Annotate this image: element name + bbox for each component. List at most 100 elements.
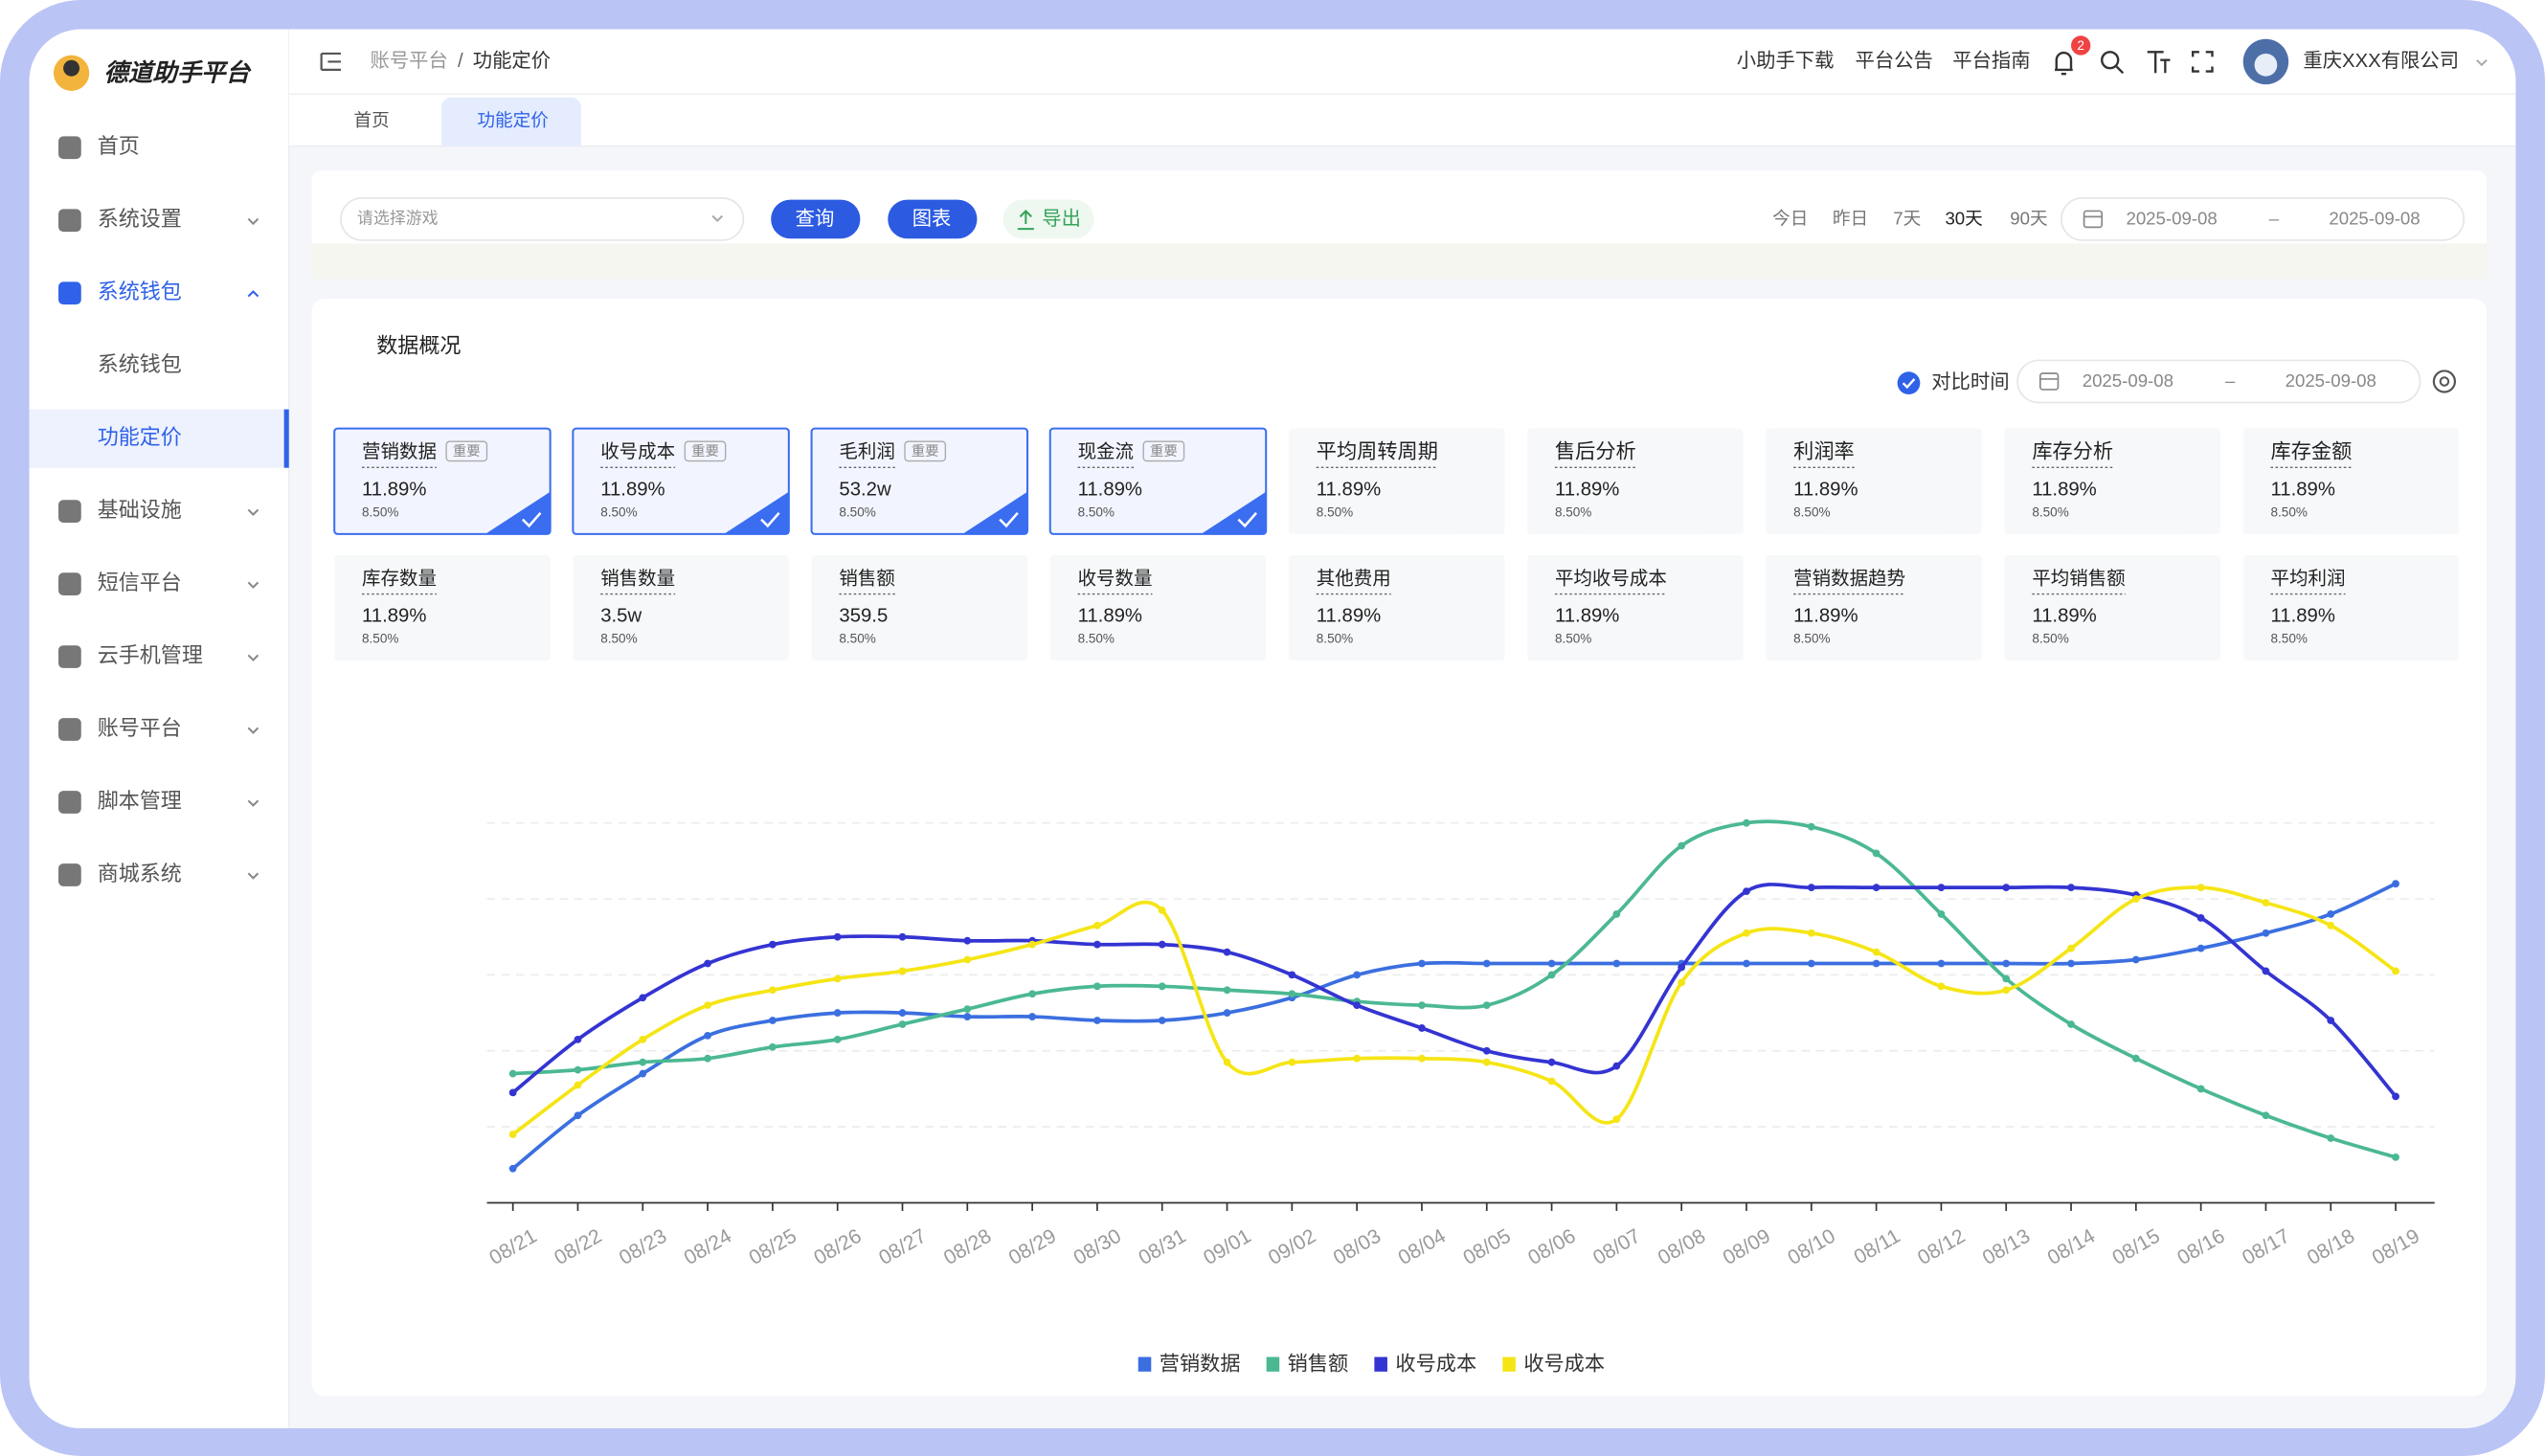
data-point	[1028, 940, 1037, 949]
data-point	[1937, 982, 1946, 991]
data-point	[1158, 907, 1166, 914]
date-range[interactable]	[2060, 197, 2466, 241]
range-option[interactable]: 30天	[1945, 209, 1982, 229]
metric-card[interactable]	[2004, 428, 2220, 534]
fullscreen-icon[interactable]	[2191, 51, 2214, 73]
data-point	[1093, 982, 1101, 991]
menu-item[interactable]: 系统设置	[98, 207, 182, 231]
metric-value: 11.89%	[1317, 479, 1381, 500]
range-option[interactable]: 昨日	[1833, 209, 1868, 229]
menu-toggle[interactable]	[320, 52, 341, 72]
metric-tag-box	[445, 440, 488, 462]
range-option[interactable]: 7天	[1893, 209, 1921, 229]
metric-card[interactable]	[810, 427, 1029, 535]
header-link[interactable]: 平台公告	[1856, 50, 1933, 72]
font-icon[interactable]	[2147, 51, 2171, 74]
calendar-icon	[2083, 210, 2104, 229]
button[interactable]	[771, 199, 861, 239]
data-point	[2002, 986, 2011, 995]
data-point	[704, 1031, 711, 1040]
data-point	[833, 1009, 842, 1017]
metric-tag-box	[1142, 440, 1185, 462]
app: 德道助手平台首页系统设置系统钱包系统钱包功能定价基础设施短信平台云手机管理账号平…	[29, 29, 2516, 1429]
submenu-item[interactable]: 功能定价	[98, 425, 182, 449]
metric-card[interactable]	[2242, 554, 2460, 661]
chevron	[247, 727, 259, 734]
data-point	[1093, 921, 1101, 930]
legend-label[interactable]: 收号成本	[1523, 1353, 1605, 1376]
legend-label[interactable]: 收号成本	[1395, 1353, 1476, 1376]
range-option[interactable]: 今日	[1772, 209, 1808, 229]
metric-card[interactable]	[1766, 428, 1982, 534]
bell-icon[interactable]	[2055, 51, 2073, 76]
metric-card[interactable]	[334, 554, 551, 661]
header-link[interactable]: 小助手下载	[1737, 50, 1835, 72]
badge	[2071, 35, 2091, 56]
metric-value: 11.89%	[600, 479, 664, 500]
legend-swatch[interactable]	[1137, 1356, 1152, 1372]
data-point	[2067, 944, 2075, 952]
settings-icon[interactable]	[2432, 370, 2457, 393]
legend-swatch[interactable]	[1374, 1356, 1387, 1372]
menu-item[interactable]: 账号平台	[98, 716, 182, 740]
date-range[interactable]	[2016, 359, 2421, 404]
metric-card[interactable]	[1048, 427, 1268, 535]
breadcrumb-item[interactable]: 功能定价	[473, 50, 551, 72]
game-select[interactable]	[340, 197, 745, 241]
metric-card[interactable]	[811, 554, 1028, 661]
data-point	[1807, 959, 1815, 968]
legend-label[interactable]: 销售额	[1288, 1353, 1349, 1376]
metric-card[interactable]	[572, 427, 790, 535]
metric-card[interactable]	[1288, 554, 1505, 661]
data-point	[1678, 978, 1686, 987]
breadcrumb-item[interactable]: 账号平台	[370, 50, 447, 72]
metric-title: 库存数量	[362, 569, 437, 590]
metric-card[interactable]	[1766, 554, 1982, 661]
data-point	[508, 1069, 517, 1078]
header-link[interactable]: 平台指南	[1952, 50, 2030, 72]
metric-change: 8.50%	[1555, 504, 1591, 519]
data-point	[2196, 913, 2205, 922]
metric-card[interactable]	[1527, 428, 1744, 534]
menu-item[interactable]: 商城系统	[98, 862, 182, 885]
metric-card[interactable]	[2242, 428, 2460, 534]
data-point	[639, 1058, 647, 1066]
metric-card[interactable]	[1288, 428, 1505, 534]
metric-tag: 重要	[1150, 443, 1178, 459]
button[interactable]	[888, 199, 978, 239]
legend-swatch[interactable]	[1502, 1356, 1516, 1372]
menu-item[interactable]: 系统钱包	[98, 280, 182, 303]
metric-change: 8.50%	[362, 504, 398, 519]
menu-item[interactable]: 云手机管理	[98, 643, 203, 667]
data-point	[2196, 884, 2205, 892]
menu-item[interactable]: 脚本管理	[98, 789, 182, 813]
menu-item[interactable]: 基础设施	[98, 498, 182, 522]
metric-card[interactable]	[2004, 554, 2220, 661]
legend-label[interactable]: 营销数据	[1160, 1353, 1241, 1376]
search-icon[interactable]	[2101, 51, 2120, 70]
export-label: 导出	[1042, 208, 1081, 230]
metric-card[interactable]	[1527, 554, 1744, 661]
data-point	[1028, 990, 1037, 998]
legend-swatch[interactable]	[1266, 1356, 1280, 1372]
range-option[interactable]: 90天	[2010, 209, 2047, 229]
company-name[interactable]: 重庆XXX有限公司	[2303, 50, 2459, 72]
metric-card[interactable]	[333, 427, 552, 535]
data-point	[898, 967, 907, 975]
tab[interactable]: 首页	[354, 110, 390, 130]
metric-change: 8.50%	[1555, 632, 1591, 646]
data-point	[2327, 921, 2335, 930]
menu-item[interactable]: 短信平台	[98, 571, 182, 594]
data-point	[704, 1054, 711, 1063]
metric-value: 11.89%	[1793, 479, 1858, 500]
checkbox[interactable]	[1897, 371, 1921, 395]
data-point	[1158, 1017, 1166, 1024]
submenu-item[interactable]: 系统钱包	[98, 352, 182, 376]
metric-value: 11.89%	[362, 479, 426, 500]
menu-item[interactable]: 首页	[98, 134, 140, 158]
metric-card[interactable]	[573, 554, 789, 661]
metric-card[interactable]	[1049, 554, 1267, 661]
metric-title: 售后分析	[1555, 440, 1636, 463]
tab[interactable]: 功能定价	[477, 110, 549, 130]
metric-change: 8.50%	[1317, 504, 1353, 519]
